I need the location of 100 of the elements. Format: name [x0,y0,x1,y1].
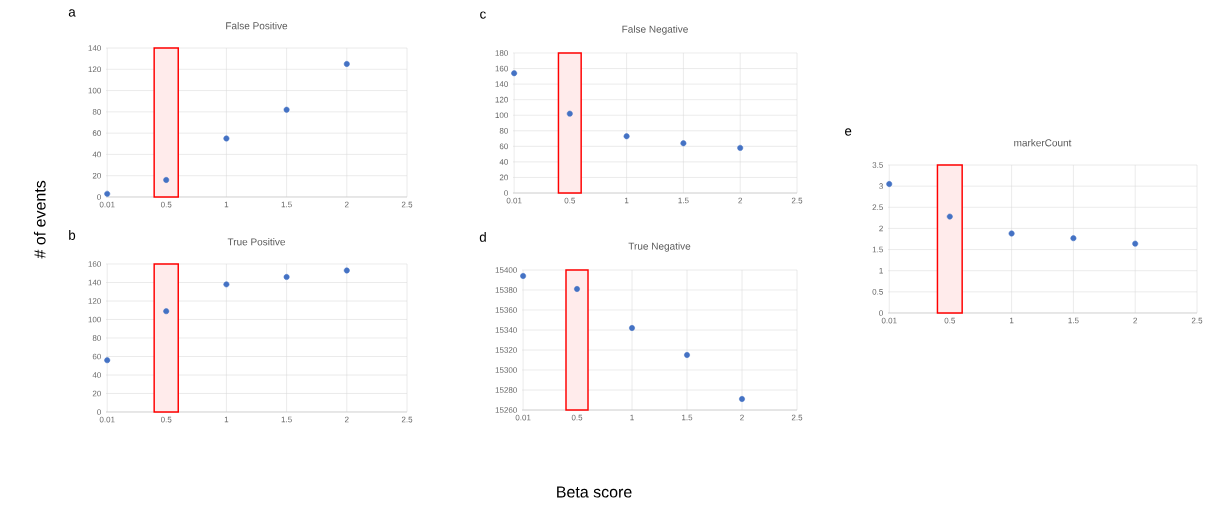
x-tick-label: 0.01 [99,416,115,423]
y-tick-label: 15400 [495,267,517,273]
point [574,286,580,292]
y-tick-label: 15320 [495,347,517,353]
y-tick-label: 140 [495,81,508,87]
y-tick-label: 140 [88,45,101,51]
x-tick-label: 2 [1133,317,1138,324]
y-tick-label: 15260 [495,407,517,413]
x-tick-label: 0.01 [99,201,115,208]
y-tick-label: 20 [499,174,508,181]
y-tick-label: 60 [499,143,508,150]
y-tick-label: 3 [879,183,883,189]
point [1070,235,1077,242]
text: b [69,230,76,240]
x-tick-label: 0.01 [515,414,531,421]
y-tick-label: 15300 [495,367,517,373]
x-tick-label: 1.5 [281,201,292,208]
point [684,352,690,358]
x-tick-label: 1 [630,414,634,421]
y-tick-label: 0 [97,194,101,200]
point [1008,230,1015,237]
y-tick-label: 120 [88,298,101,304]
chart-title: False Negative [622,25,688,35]
x-tick-label: 2.5 [1191,317,1203,324]
x-tick-label: 1 [224,416,229,423]
y-tick-label: 100 [88,316,101,323]
x-tick-label: 0.5 [160,201,172,208]
point [223,135,230,142]
y-tick-label: 160 [495,65,508,72]
y-tick-label: 2 [879,225,883,232]
y-tick-label: 120 [495,96,508,103]
y-tick-label: 15360 [495,307,517,313]
y-axis-title: # of events [33,180,46,259]
x-tick-label: 2 [344,201,349,208]
text: e [845,128,852,136]
y-tick-label: 0 [97,409,101,415]
point [104,357,111,364]
y-tick-label: 0 [879,310,883,316]
y-tick-label: 160 [88,261,101,267]
chart-title: False Positive [226,22,288,30]
x-tick-label: 2.5 [401,201,413,208]
point [163,308,170,315]
point [223,281,230,288]
y-tick-label: 1 [879,267,883,274]
point [739,396,745,402]
point [511,70,518,77]
y-tick-label: 40 [499,159,508,165]
x-tick-label: 1.5 [281,416,292,423]
y-tick-label: 15340 [495,327,517,333]
x-tick-label: 0.5 [160,416,172,423]
y-tick-label: 40 [92,151,101,158]
y-tick-label: 15280 [495,387,517,393]
y-tick-label: 100 [495,112,508,119]
point [886,181,893,187]
point [520,273,527,279]
x-tick-label: 0.5 [571,414,583,421]
x-tick-label: 0.5 [564,197,576,204]
point [283,106,290,113]
y-tick-label: 3.5 [872,162,883,168]
point [629,325,635,331]
x-tick-label: 2.5 [791,197,803,204]
point [283,274,290,280]
y-tick-label: 40 [92,372,101,378]
y-tick-label: 20 [92,172,101,179]
y-tick-label: 180 [495,50,508,56]
y-tick-label: 100 [88,87,101,94]
y-tick-label: 0.5 [872,289,883,295]
y-tick-label: 60 [92,130,101,136]
x-tick-label: 0.01 [881,317,897,324]
text: a [68,9,76,17]
x-tick-label: 2 [344,416,349,423]
point [343,267,350,274]
point [623,133,630,140]
y-tick-label: 15380 [495,287,517,293]
x-tick-label: 1.5 [682,414,693,421]
y-tick-label: 80 [92,109,101,115]
y-tick-label: 80 [92,335,101,341]
chart-title: True Positive [227,238,286,246]
x-tick-label: 1 [224,201,229,208]
point [343,61,350,67]
point [680,140,687,147]
x-tick-label: 1.5 [678,197,689,204]
x-tick-label: 2 [738,197,743,204]
y-tick-label: 20 [92,390,101,397]
chart-title: True Negative [628,242,691,252]
x-tick-label: 0.5 [944,317,956,324]
x-tick-label: 1 [1009,317,1014,324]
x-tick-label: 1.5 [1068,317,1079,324]
x-tick-label: 2.5 [401,416,413,423]
x-tick-label: 0.01 [506,197,522,204]
point [566,110,573,117]
y-tick-label: 140 [88,279,101,286]
y-tick-label: 0 [504,190,508,196]
y-tick-label: 1.5 [872,246,883,253]
x-axis-title: Beta score [557,486,632,498]
x-tick-label: 2 [740,414,744,421]
x-tick-label: 2.5 [791,414,803,421]
point [104,190,111,197]
point [163,177,170,183]
point [737,144,744,151]
